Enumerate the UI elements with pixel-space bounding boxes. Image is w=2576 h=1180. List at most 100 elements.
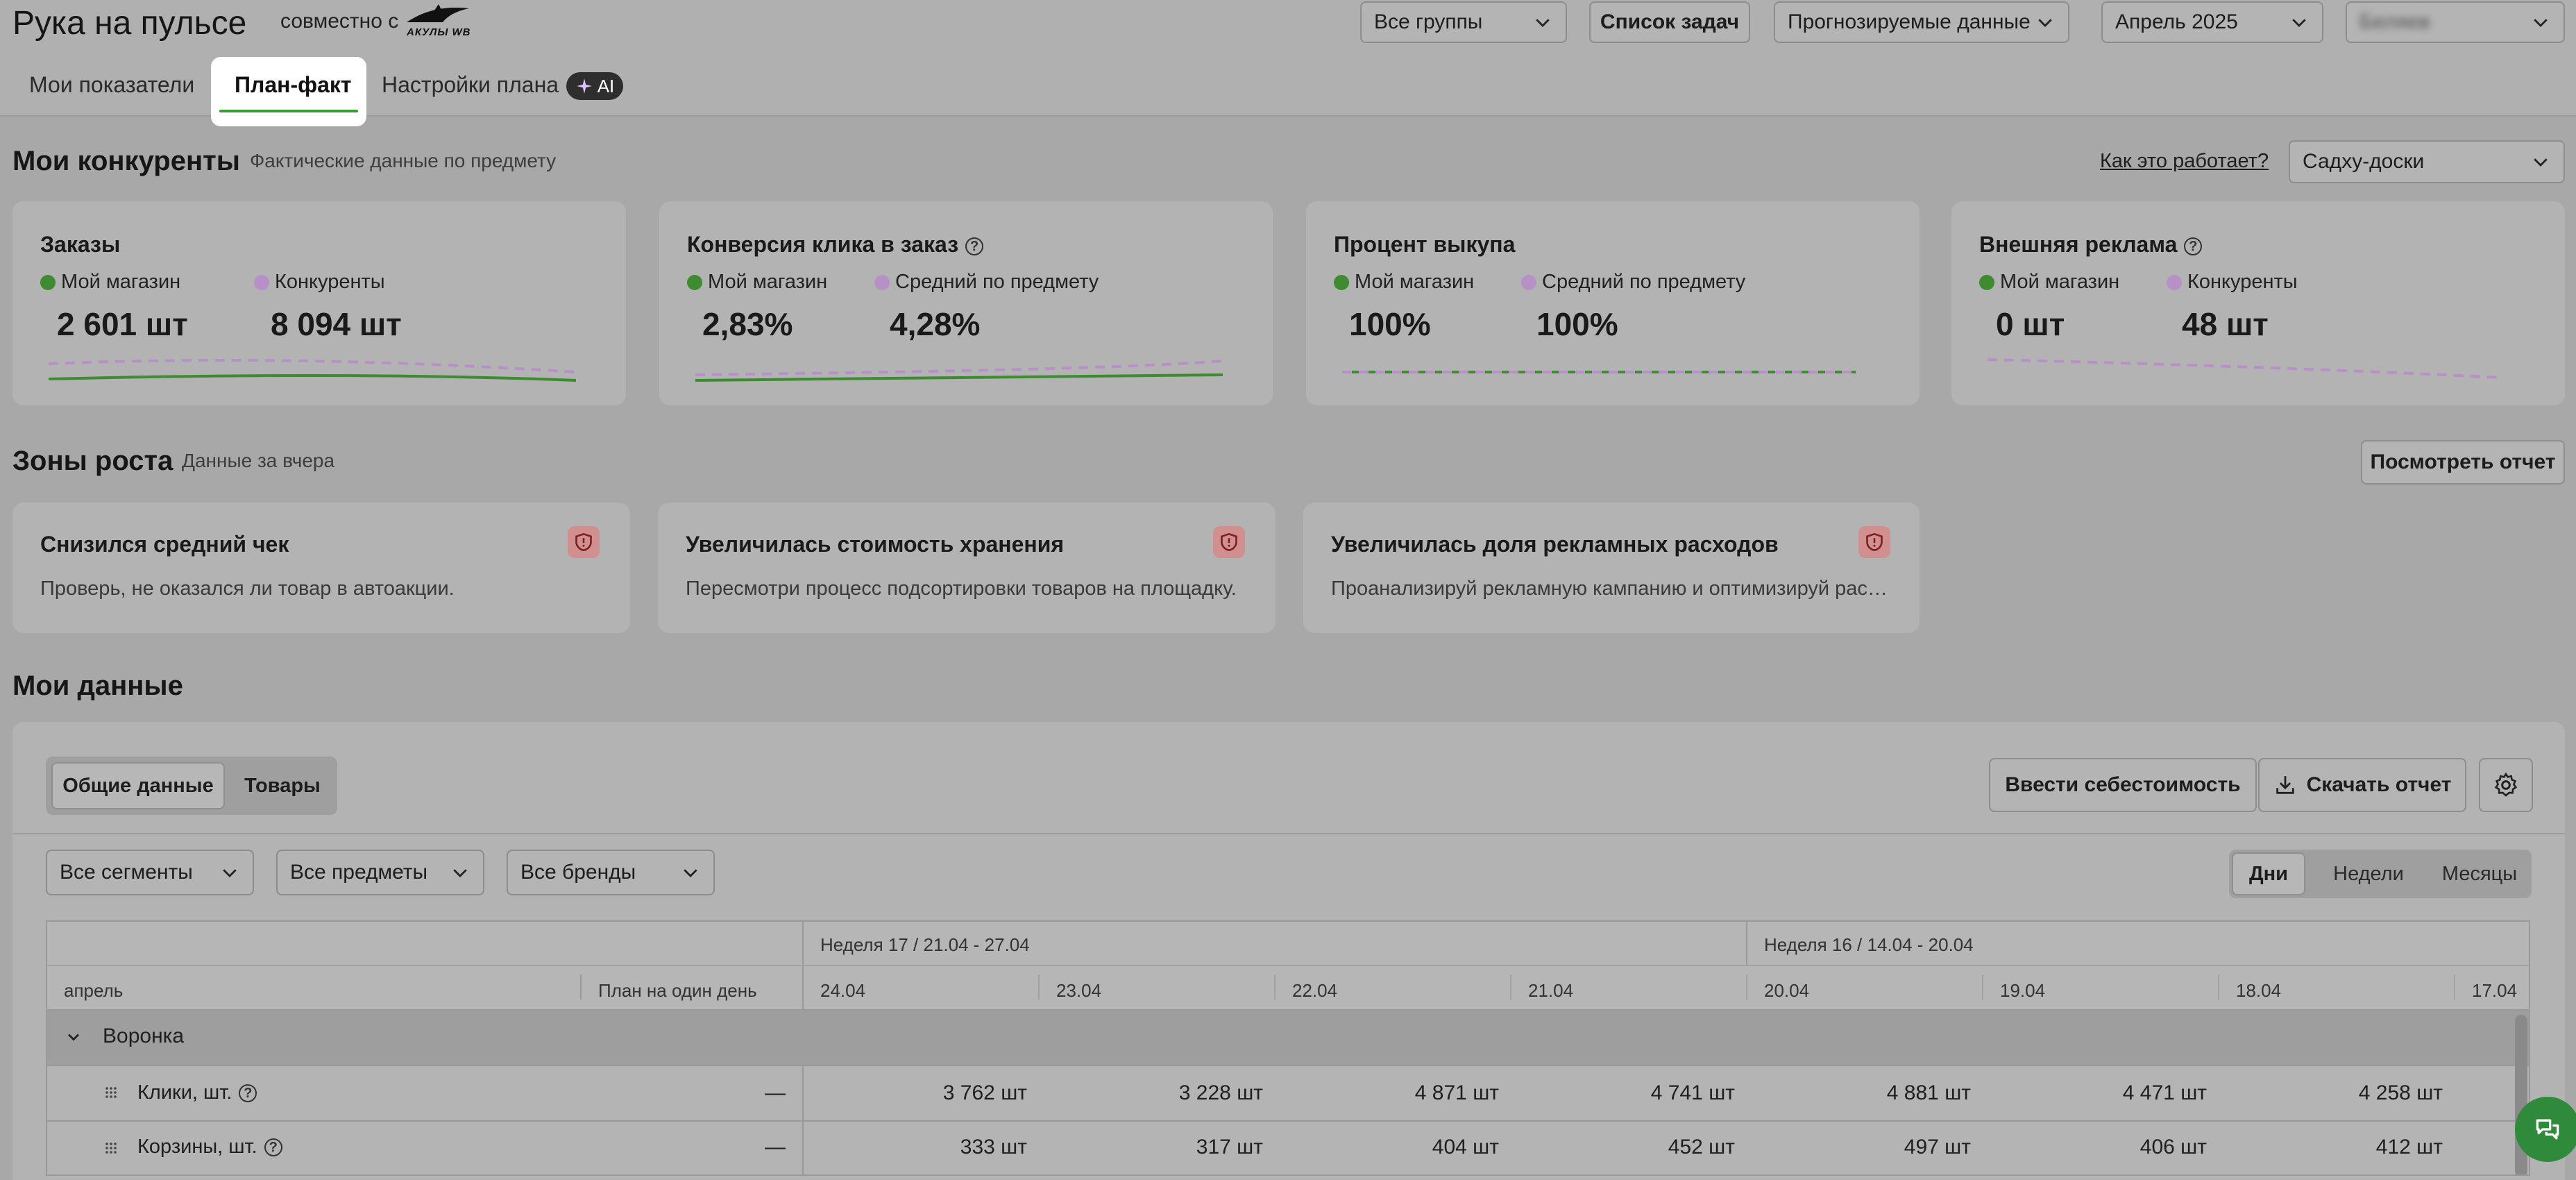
green-dot-icon — [687, 274, 702, 290]
plan-value: — — [765, 1081, 786, 1104]
tasks-button[interactable]: Список задач — [1589, 1, 1750, 43]
chevron-down-icon — [2534, 19, 2548, 27]
metric-card-title: Заказы — [40, 232, 121, 257]
view-report-button[interactable]: Посмотреть отчет — [2361, 440, 2565, 484]
ai-badge-label: AI — [597, 75, 615, 96]
legend-label: Мой магазин — [1355, 271, 1475, 293]
metric-card-conversion: Конверсия клика в заказ? Мой магазин Сре… — [659, 201, 1273, 405]
metric-card-title-text: Внешняя реклама — [1979, 232, 2178, 257]
month-select[interactable]: Апрель 2025 — [2101, 1, 2323, 43]
metric-value-competitors: 8 094 шт — [271, 306, 402, 342]
row-label: Клики, шт.? — [137, 1081, 257, 1104]
legend-label: Конкуренты — [275, 271, 385, 293]
chat-button[interactable] — [2515, 1097, 2576, 1162]
help-icon[interactable]: ? — [965, 237, 984, 255]
metric-card-title: Внешняя реклама? — [1979, 232, 2203, 258]
cell-value: 317 шт — [1196, 1136, 1263, 1158]
divider — [12, 833, 2565, 834]
growth-card[interactable]: Увеличилась стоимость хранения Пересмотр… — [658, 503, 1276, 633]
competitors-subtitle: Фактические данные по предмету — [250, 150, 557, 171]
section-row[interactable]: Воронка — [47, 1011, 2529, 1066]
legend-my-store: Мой магазин — [1334, 271, 1474, 294]
cell-value: 452 шт — [1668, 1136, 1735, 1158]
drag-handle-icon[interactable] — [103, 1140, 119, 1156]
period-tab-weeks[interactable]: Недели — [2333, 862, 2404, 885]
header-divider — [47, 965, 2529, 966]
help-icon[interactable]: ? — [2184, 237, 2203, 255]
growth-card-desc: Пересмотри процесс подсортировки товаров… — [686, 578, 1237, 600]
view-tab-general[interactable]: Общие данные — [51, 762, 225, 809]
enter-cost-button[interactable]: Ввести себестоимость — [1989, 758, 2257, 812]
subject-select[interactable]: Садху-доски — [2289, 140, 2565, 183]
download-report-button[interactable]: Скачать отчет — [2258, 758, 2466, 812]
metric-value-average: 100% — [1536, 306, 1618, 342]
period-tab-days[interactable]: Дни — [2232, 852, 2305, 895]
groups-select[interactable]: Все группы — [1360, 1, 1567, 43]
cell-value: 3 228 шт — [1178, 1081, 1263, 1104]
how-it-works-link[interactable]: Как это работает? — [2100, 150, 2269, 172]
purple-dot-icon — [874, 274, 890, 290]
warning-shield-icon — [1213, 526, 1245, 558]
filter-segments-value: Все сегменты — [60, 861, 193, 884]
settings-button[interactable] — [2479, 758, 2533, 812]
download-icon — [2276, 776, 2294, 794]
drag-handle-icon[interactable] — [103, 1084, 119, 1101]
data-table: Неделя 17 / 21.04 - 27.04 Неделя 16 / 14… — [46, 920, 2530, 1176]
cell-divider — [1038, 975, 1040, 1000]
cell-divider — [580, 975, 582, 1000]
row-label-text: Клики, шт. — [137, 1081, 232, 1104]
tab-my-indicators[interactable]: Мои показатели — [29, 72, 195, 97]
growth-card[interactable]: Увеличилась доля рекламных расходов Проа… — [1303, 503, 1920, 633]
cell-value: 497 шт — [1904, 1136, 1971, 1158]
filter-subjects-value: Все предметы — [290, 861, 428, 884]
filter-segments[interactable]: Все сегменты — [46, 850, 254, 895]
data-mode-select[interactable]: Прогнозируемые данные — [1774, 1, 2069, 43]
metric-value-my-store: 0 шт — [1996, 306, 2065, 342]
legend-label: Средний по предмету — [1542, 271, 1746, 293]
partner-label: совместно с — [280, 10, 399, 33]
date-header: 24.04 — [820, 980, 866, 1001]
warning-shield-icon — [1858, 526, 1890, 558]
date-header: 23.04 — [1056, 980, 1102, 1001]
legend-competitors: Конкуренты — [254, 271, 385, 294]
help-icon[interactable]: ? — [239, 1084, 257, 1103]
filter-subjects[interactable]: Все предметы — [276, 850, 484, 895]
sparkline-conversion — [695, 360, 1223, 382]
view-tab-products[interactable]: Товары — [244, 774, 321, 797]
chevron-down-icon — [2534, 158, 2548, 167]
sparkle-icon — [576, 78, 592, 94]
metric-value-my-store: 100% — [1349, 306, 1431, 342]
metric-value-my-store: 2,83% — [702, 306, 793, 342]
month-select-value: Апрель 2025 — [2115, 10, 2238, 33]
legend-my-store: Мой магазин — [1979, 271, 2119, 294]
my-data-title: Мои данные — [12, 671, 183, 701]
filter-brands-value: Все бренды — [520, 861, 636, 884]
legend-label: Мой магазин — [708, 271, 828, 293]
cell-divider — [2218, 975, 2219, 1000]
store-select[interactable]: Беляев — [2346, 1, 2565, 43]
legend-label: Конкуренты — [2187, 271, 2298, 293]
cell-value: 404 шт — [1432, 1136, 1499, 1158]
tab-plan-settings[interactable]: Настройки плана — [382, 72, 559, 97]
help-icon[interactable]: ? — [264, 1138, 282, 1157]
tab-plan-fact[interactable]: План-факт — [211, 57, 366, 126]
green-dot-icon — [40, 274, 56, 290]
metric-card-title-text: Конверсия клика в заказ — [687, 232, 959, 257]
gear-icon — [2494, 772, 2518, 797]
purple-dot-icon — [1521, 274, 1536, 290]
row-label-text: Корзины, шт. — [137, 1136, 257, 1158]
legend-average: Средний по предмету — [1521, 271, 1745, 294]
metric-card-title: Конверсия клика в заказ? — [687, 232, 984, 258]
cell-value: 412 шт — [2375, 1136, 2443, 1158]
partner-logo: АКУЛЫ WB — [402, 1, 476, 43]
growth-card[interactable]: Снизился средний чек Проверь, не оказалс… — [12, 503, 630, 633]
legend-label: Мой магазин — [2000, 271, 2120, 293]
metric-card-title: Процент выкупа — [1334, 232, 1516, 257]
legend-average: Средний по предмету — [874, 271, 1099, 294]
table-header — [47, 922, 2529, 1011]
cell-value: 406 шт — [2139, 1136, 2207, 1158]
filter-brands[interactable]: Все бренды — [507, 850, 715, 895]
table-row: Клики, шт.? — 3 762 шт 3 228 шт 4 871 шт… — [47, 1066, 2529, 1122]
period-tab-months[interactable]: Месяцы — [2441, 862, 2518, 885]
chevron-down-icon[interactable] — [64, 1027, 83, 1047]
